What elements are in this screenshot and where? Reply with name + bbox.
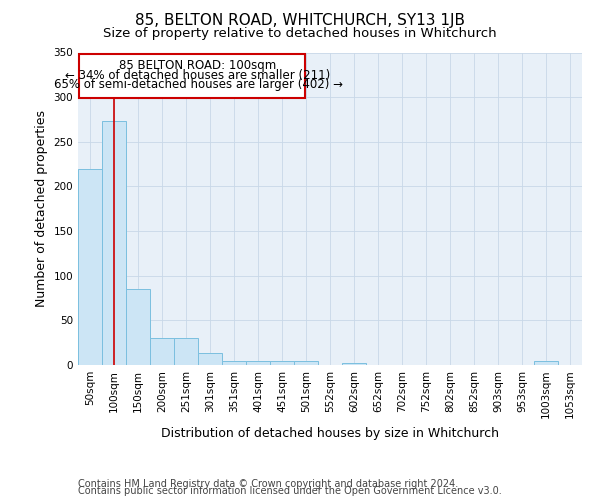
Bar <box>78 170 102 365</box>
Bar <box>150 338 174 365</box>
Text: 85 BELTON ROAD: 100sqm: 85 BELTON ROAD: 100sqm <box>119 58 277 71</box>
Text: ← 34% of detached houses are smaller (211): ← 34% of detached houses are smaller (21… <box>65 68 331 82</box>
Bar <box>246 362 270 365</box>
Bar <box>222 362 246 365</box>
Bar <box>534 362 558 365</box>
Bar <box>294 362 318 365</box>
Bar <box>270 362 294 365</box>
Y-axis label: Number of detached properties: Number of detached properties <box>35 110 48 307</box>
Bar <box>174 338 198 365</box>
Bar <box>342 363 366 365</box>
Bar <box>102 121 126 365</box>
Text: Contains public sector information licensed under the Open Government Licence v3: Contains public sector information licen… <box>78 486 502 496</box>
Text: Size of property relative to detached houses in Whitchurch: Size of property relative to detached ho… <box>103 28 497 40</box>
Text: Contains HM Land Registry data © Crown copyright and database right 2024.: Contains HM Land Registry data © Crown c… <box>78 479 458 489</box>
Text: 85, BELTON ROAD, WHITCHURCH, SY13 1JB: 85, BELTON ROAD, WHITCHURCH, SY13 1JB <box>135 12 465 28</box>
Text: 65% of semi-detached houses are larger (402) →: 65% of semi-detached houses are larger (… <box>53 78 343 92</box>
Bar <box>198 354 222 365</box>
Bar <box>126 289 150 365</box>
X-axis label: Distribution of detached houses by size in Whitchurch: Distribution of detached houses by size … <box>161 427 499 440</box>
FancyBboxPatch shape <box>79 54 305 98</box>
